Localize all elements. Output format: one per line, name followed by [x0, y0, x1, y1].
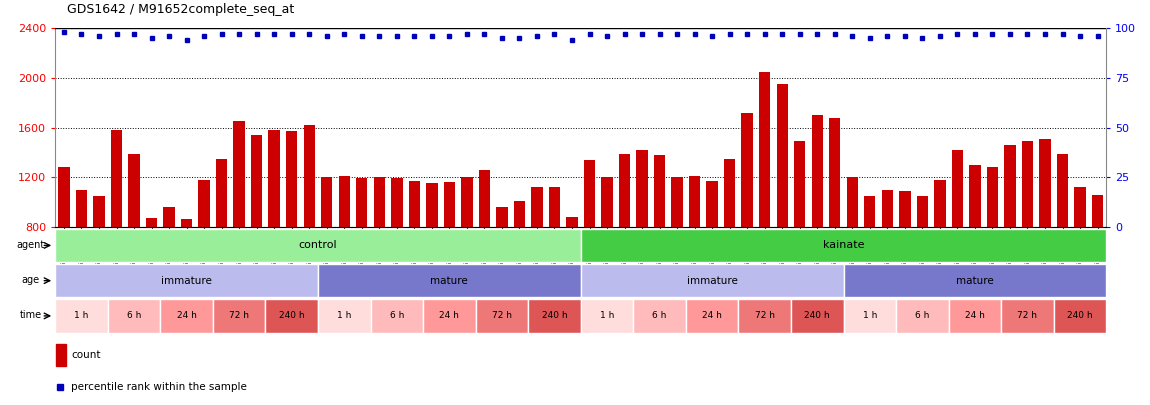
Bar: [601, 177, 613, 227]
Text: immature: immature: [687, 276, 737, 286]
Text: 24 h: 24 h: [703, 311, 722, 320]
Bar: [251, 135, 262, 227]
Bar: [882, 190, 894, 227]
Bar: [304, 125, 315, 227]
Text: mature: mature: [430, 276, 468, 286]
Bar: [689, 176, 700, 227]
Bar: [1021, 141, 1033, 227]
Text: age: age: [22, 275, 39, 285]
Bar: [952, 150, 963, 227]
Bar: [742, 113, 753, 227]
Text: 24 h: 24 h: [965, 311, 984, 320]
Text: mature: mature: [956, 276, 994, 286]
Bar: [724, 159, 735, 227]
Bar: [59, 167, 70, 227]
Bar: [216, 159, 228, 227]
Text: 6 h: 6 h: [652, 311, 667, 320]
Bar: [672, 177, 683, 227]
Text: count: count: [71, 350, 101, 360]
Bar: [1040, 139, 1051, 227]
Bar: [478, 170, 490, 227]
Bar: [233, 122, 245, 227]
Bar: [776, 84, 788, 227]
Text: control: control: [299, 241, 337, 250]
Bar: [374, 177, 385, 227]
Bar: [531, 187, 543, 227]
Text: 1 h: 1 h: [75, 311, 89, 320]
Text: 1 h: 1 h: [862, 311, 877, 320]
Bar: [338, 176, 350, 227]
Bar: [444, 182, 455, 227]
Bar: [163, 207, 175, 227]
Bar: [1091, 194, 1103, 227]
Bar: [549, 187, 560, 227]
Bar: [1004, 145, 1015, 227]
Text: percentile rank within the sample: percentile rank within the sample: [71, 382, 247, 392]
Text: 72 h: 72 h: [492, 311, 512, 320]
Bar: [408, 181, 420, 227]
Bar: [110, 130, 122, 227]
Text: 1 h: 1 h: [600, 311, 614, 320]
Bar: [199, 180, 209, 227]
Bar: [146, 218, 158, 227]
Bar: [584, 160, 596, 227]
Bar: [461, 177, 473, 227]
Bar: [706, 181, 718, 227]
Text: 24 h: 24 h: [439, 311, 459, 320]
Text: 6 h: 6 h: [915, 311, 929, 320]
Bar: [619, 153, 630, 227]
Bar: [356, 179, 368, 227]
Bar: [1057, 153, 1068, 227]
Bar: [759, 72, 770, 227]
Bar: [427, 183, 437, 227]
Bar: [864, 196, 875, 227]
Text: 240 h: 240 h: [542, 311, 567, 320]
Bar: [917, 196, 928, 227]
Bar: [1074, 187, 1086, 227]
Text: 240 h: 240 h: [805, 311, 830, 320]
Bar: [654, 155, 666, 227]
Bar: [829, 117, 841, 227]
Bar: [899, 191, 911, 227]
Bar: [268, 130, 279, 227]
Text: 1 h: 1 h: [337, 311, 352, 320]
Text: 72 h: 72 h: [1018, 311, 1037, 320]
Text: time: time: [20, 310, 41, 320]
Bar: [566, 217, 577, 227]
Bar: [793, 141, 805, 227]
Bar: [391, 179, 402, 227]
Bar: [812, 115, 823, 227]
Text: 72 h: 72 h: [754, 311, 775, 320]
Text: agent: agent: [16, 240, 45, 250]
Bar: [636, 150, 647, 227]
Bar: [129, 153, 140, 227]
Text: 24 h: 24 h: [177, 311, 197, 320]
Text: kainate: kainate: [822, 241, 865, 250]
Bar: [181, 220, 192, 227]
Bar: [846, 177, 858, 227]
Text: 6 h: 6 h: [126, 311, 141, 320]
Bar: [321, 177, 332, 227]
Bar: [93, 196, 105, 227]
Bar: [76, 190, 87, 227]
Bar: [934, 180, 945, 227]
Text: 6 h: 6 h: [390, 311, 404, 320]
Bar: [496, 207, 507, 227]
Bar: [286, 131, 298, 227]
Bar: [969, 165, 981, 227]
Bar: [514, 201, 526, 227]
Bar: [55, 344, 66, 366]
Text: GDS1642 / M91652complete_seq_at: GDS1642 / M91652complete_seq_at: [67, 3, 294, 16]
Text: 72 h: 72 h: [229, 311, 250, 320]
Text: 240 h: 240 h: [279, 311, 305, 320]
Text: immature: immature: [161, 276, 212, 286]
Bar: [987, 167, 998, 227]
Text: 240 h: 240 h: [1067, 311, 1092, 320]
